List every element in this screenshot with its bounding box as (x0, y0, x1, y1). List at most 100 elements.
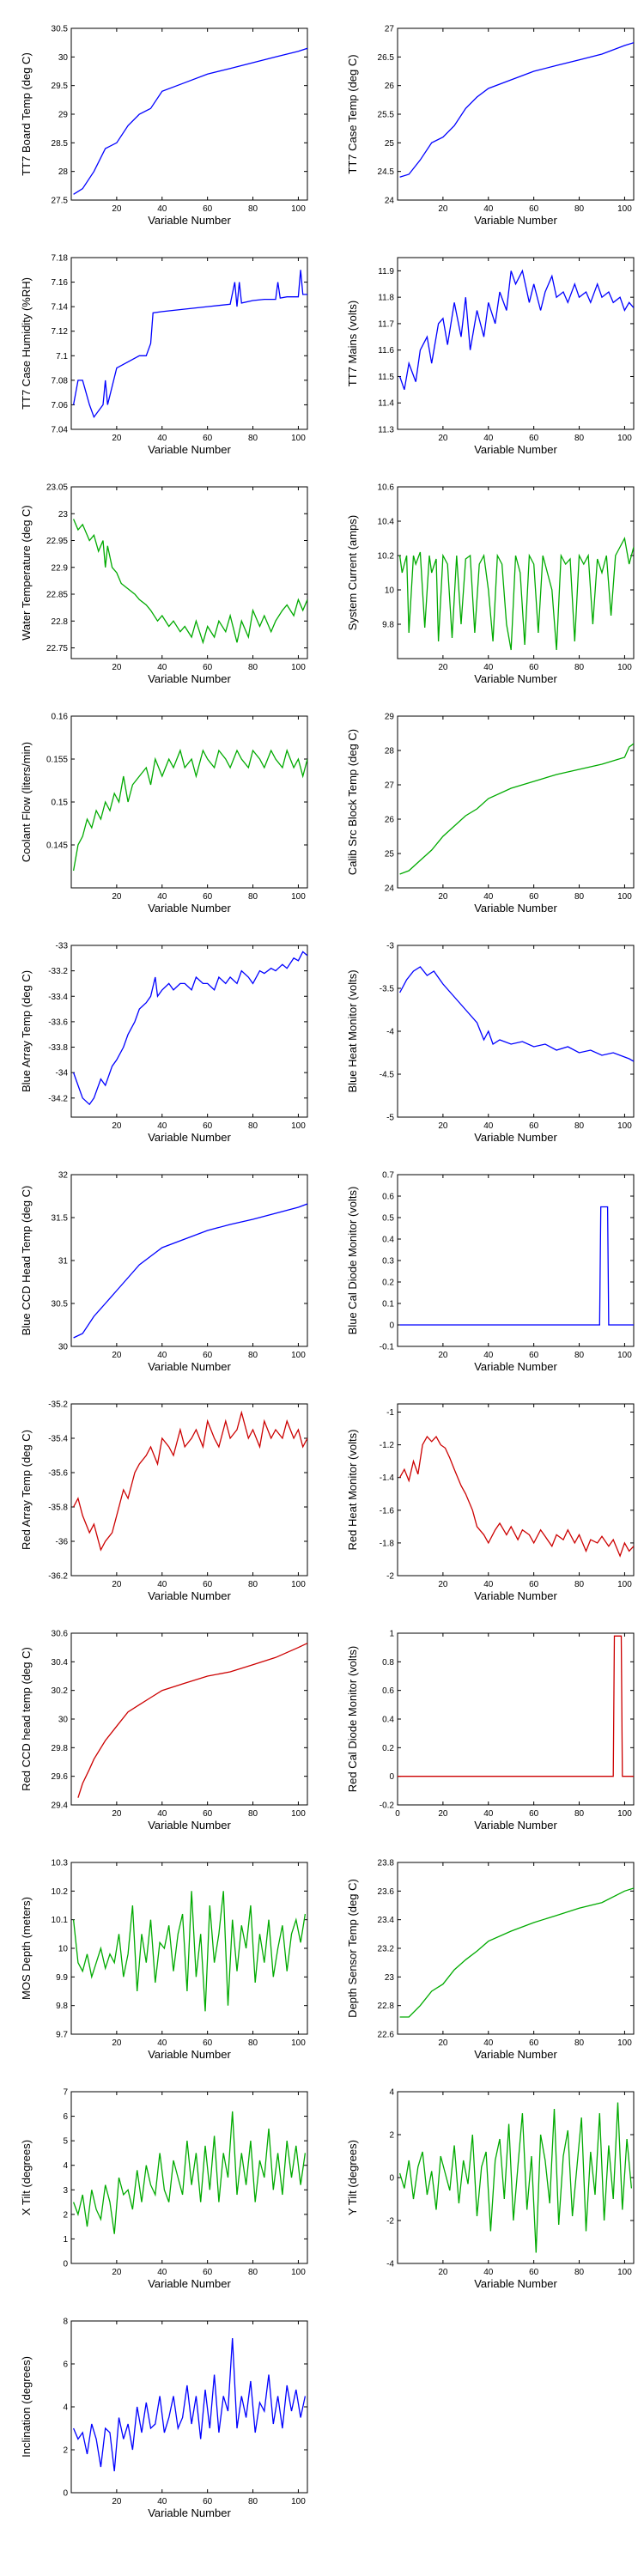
x-axis-label: Variable Number (474, 1819, 557, 1832)
y-tick-label: 0.8 (382, 1658, 394, 1668)
x-axis-label: Variable Number (474, 1360, 557, 1373)
y-tick-label: 26 (385, 82, 395, 91)
series-line (72, 1891, 307, 2012)
plot-frame (70, 1403, 308, 1577)
x-tick-label: 40 (157, 663, 167, 672)
x-tick-label: 20 (112, 1121, 122, 1131)
series-line (73, 519, 307, 645)
y-tick-label: 7.14 (52, 303, 69, 313)
y-tick-label: 10 (385, 586, 395, 596)
y-tick-label: 10.6 (378, 483, 395, 493)
y-tick-label: 11.4 (378, 399, 394, 409)
y-tick-label: 26 (385, 816, 395, 825)
chart-panel-10: 20 40 60 80 100 -5 -4.5 -4 -3.5 -3 Variable Number… (346, 942, 635, 1144)
y-tick-label: 0.4 (382, 1716, 394, 1725)
x-tick-label: 60 (529, 1351, 539, 1360)
x-tick-label: 80 (248, 1351, 258, 1360)
x-tick-label: 100 (291, 204, 306, 214)
y-tick-label: 0 (63, 2260, 68, 2269)
y-tick-label: 7 (63, 2088, 68, 2098)
series-line (73, 1203, 307, 1339)
plot-frame (397, 27, 635, 201)
x-tick-label: 40 (483, 663, 494, 672)
x-tick-label: 20 (112, 2497, 122, 2506)
y-axis-label: TT7 Case Temp (deg C) (346, 54, 359, 173)
chart-panel-6: 20 40 60 80 100 9.8 10 10.2 10.4 10.6 Variable Num… (346, 483, 635, 685)
y-tick-label: 6 (63, 2112, 68, 2122)
y-tick-label: 23 (385, 1973, 395, 1983)
y-tick-label: 29.8 (52, 1744, 69, 1753)
chart-panel-5: 20 40 60 80 100 22.75 22.8 22.85 22.9 22.95 23 23.0… (20, 483, 308, 685)
x-tick-label: 80 (574, 663, 585, 672)
y-tick-label: 6 (63, 2360, 68, 2370)
x-tick-label: 100 (617, 663, 632, 672)
y-tick-label: 3 (63, 2186, 68, 2196)
x-tick-label: 100 (291, 2038, 306, 2048)
x-tick-label: 80 (248, 892, 258, 902)
x-tick-label: 20 (112, 204, 122, 214)
y-tick-label: 23.4 (378, 1916, 395, 1925)
x-tick-label: 100 (617, 204, 632, 214)
x-axis-label: Variable Number (474, 1131, 557, 1144)
x-tick-label: 20 (112, 892, 122, 902)
x-tick-label: 40 (483, 434, 494, 443)
y-tick-label: 30 (58, 1343, 69, 1352)
y-tick-label: 2 (63, 2446, 68, 2456)
x-tick-label: 60 (203, 892, 213, 902)
y-tick-label: 9.7 (56, 2031, 68, 2040)
y-tick-label: 27 (385, 25, 395, 34)
plot-frame (70, 715, 308, 889)
y-tick-label: -0.1 (380, 1343, 395, 1352)
x-tick-label: 40 (157, 892, 167, 902)
y-tick-label: 22.8 (52, 617, 69, 627)
plot-frame (70, 1174, 308, 1347)
x-tick-label: 40 (483, 2268, 494, 2277)
x-tick-label: 100 (291, 1351, 306, 1360)
y-tick-label: -33.4 (48, 993, 68, 1002)
y-tick-label: 11.5 (378, 373, 394, 382)
plot-frame (397, 1632, 635, 1806)
x-tick-label: 80 (574, 1121, 585, 1131)
y-tick-label: 29.5 (52, 82, 69, 91)
plot-frame (70, 257, 308, 430)
x-tick-label: 40 (157, 2268, 167, 2277)
y-tick-label: 7.12 (52, 327, 69, 337)
plot-frame (397, 257, 635, 430)
x-tick-label: 100 (617, 2038, 632, 2048)
x-axis-label: Variable Number (148, 1360, 231, 1373)
y-tick-label: 28 (58, 167, 69, 177)
y-tick-label: 1 (63, 2235, 68, 2245)
plot-frame (397, 715, 635, 889)
y-tick-label: 7.1 (56, 352, 68, 361)
series-line (399, 1435, 634, 1558)
y-tick-label: 23.05 (46, 483, 68, 493)
x-tick-label: 60 (529, 663, 539, 672)
plot-frame (70, 1632, 308, 1806)
x-tick-label: 60 (529, 2268, 539, 2277)
y-tick-label: 22.85 (46, 591, 68, 600)
y-tick-label: 7.08 (52, 376, 69, 386)
plot-frame (397, 1403, 635, 1577)
y-tick-label: 2 (63, 2210, 68, 2220)
y-tick-label: 31.5 (52, 1214, 69, 1224)
x-tick-label: 40 (483, 204, 494, 214)
y-tick-label: 22.95 (46, 537, 68, 546)
plot-frame (397, 2091, 635, 2264)
y-tick-label: 23.2 (378, 1945, 395, 1954)
series-line (72, 270, 307, 419)
y-tick-label: 29 (58, 111, 69, 120)
plot-frame (70, 2091, 308, 2264)
y-tick-label: 0 (63, 2489, 68, 2499)
x-tick-label: 60 (529, 204, 539, 214)
y-tick-label: 0.4 (382, 1236, 394, 1245)
x-tick-label: 80 (248, 2038, 258, 2048)
y-tick-label: -1 (386, 1408, 394, 1418)
y-tick-label: 0.155 (46, 756, 68, 765)
x-axis-label: Variable Number (474, 2048, 557, 2061)
x-axis-label: Variable Number (474, 2277, 557, 2290)
y-tick-label: 1 (389, 1630, 394, 1639)
x-tick-label: 60 (529, 434, 539, 443)
y-axis-label: Red Array Temp (deg C) (20, 1430, 33, 1550)
x-tick-label: 100 (291, 663, 306, 672)
